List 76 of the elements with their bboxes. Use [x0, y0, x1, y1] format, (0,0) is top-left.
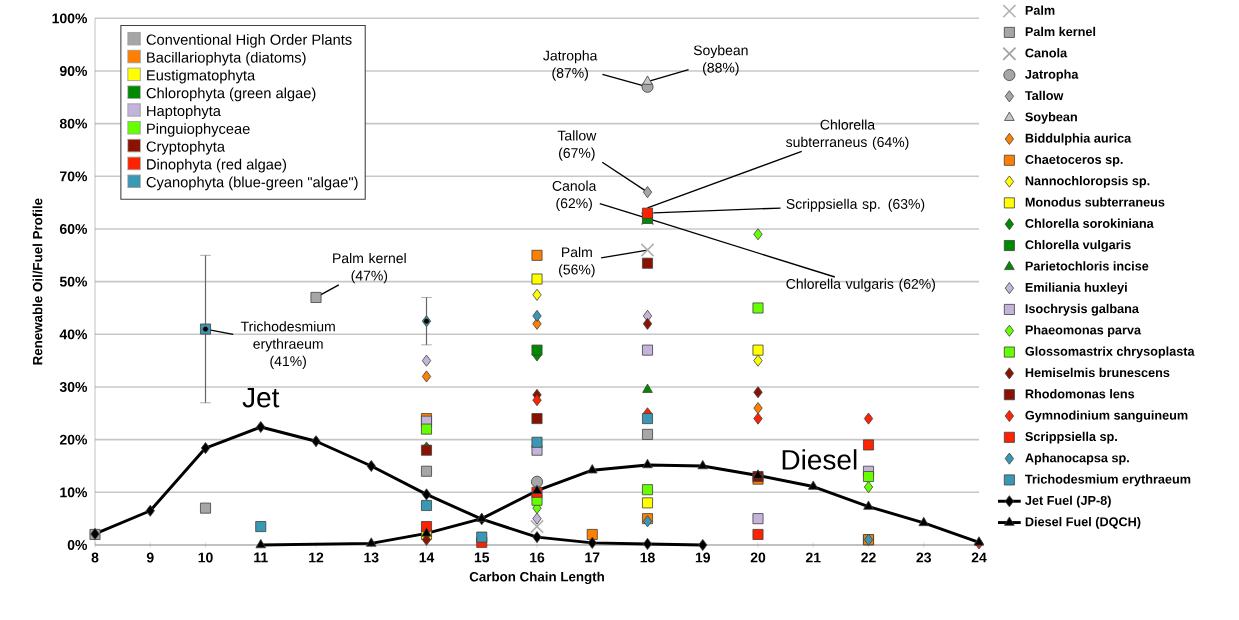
- legend-label: Jatropha: [1025, 69, 1079, 82]
- annotation: Scrippsiella sp. (63%): [786, 198, 925, 212]
- y-tick-label: 10%: [60, 487, 88, 498]
- y-tick-label: 20%: [59, 434, 88, 445]
- legend-label: Scrippsiella sp.: [1025, 431, 1117, 444]
- annotation: Tallow (67%): [557, 130, 597, 161]
- legend-label: Soybean: [1025, 112, 1077, 124]
- annotation: Canola (62%): [552, 180, 597, 211]
- legend-label: Canola: [1025, 48, 1068, 58]
- legend-label: Parietochloris incise: [1025, 261, 1149, 271]
- x-tick-label: 22: [861, 552, 876, 563]
- legend-label: Isochrysis galbana: [1025, 303, 1140, 316]
- x-tick-label: 11: [254, 552, 268, 563]
- legend-label: Gymnodinium sanguineum: [1025, 410, 1188, 423]
- y-tick-label: 70%: [60, 171, 88, 182]
- y-tick-label: 80%: [59, 118, 88, 129]
- y-tick-label: 0%: [67, 540, 88, 550]
- annotation: Trichodesmium erythraeum (41%): [240, 321, 335, 369]
- x-tick-label: 18: [640, 552, 655, 563]
- x-tick-label: 24: [971, 552, 987, 563]
- legend-label: Biddulphia aurica: [1025, 133, 1132, 146]
- x-tick-label: 13: [364, 552, 379, 563]
- legend-label: Dinophyta (red algae): [147, 158, 287, 173]
- annotation: Jet: [242, 387, 280, 408]
- x-tick-label: 14: [419, 552, 435, 563]
- x-tick-label: 19: [695, 552, 711, 563]
- x-tick-label: 20: [750, 552, 766, 563]
- y-tick-label: 90%: [59, 66, 88, 76]
- legend-label: Nannochloropsis sp.: [1025, 175, 1150, 188]
- legend-label: Glossomastrix chrysoplasta: [1025, 346, 1195, 359]
- y-tick-label: 40%: [59, 329, 88, 340]
- y-tick-label: 100%: [52, 13, 88, 24]
- legend-label: Jet Fuel (JP-8): [1025, 495, 1111, 508]
- x-tick-label: 10: [198, 552, 213, 563]
- annotation: Palm kernel (47%): [333, 252, 406, 284]
- y-tick-label: 60%: [59, 224, 88, 234]
- legend-label: Phaeomonas parva: [1025, 325, 1142, 337]
- annotation: Soybean (88%): [693, 45, 748, 76]
- legend-label: Haptophyta: [147, 105, 221, 120]
- x-tick-label: 12: [309, 552, 324, 563]
- legend-label: Trichodesmium erythraeum: [1025, 474, 1191, 487]
- annotation: Palm (56%): [559, 246, 595, 278]
- x-tick-label: 17: [585, 552, 600, 563]
- legend-label: Palm kernel: [1025, 26, 1096, 37]
- legend-label: Eustigmatophyta: [147, 69, 256, 84]
- x-tick-label: 15: [474, 552, 490, 563]
- x-tick-label: 21: [805, 552, 821, 563]
- legend-label: Tallow: [1025, 90, 1064, 101]
- legend-label: Aphanocapsa sp.: [1025, 453, 1129, 465]
- y-axis-title: Renewable Oil/Fuel Profile: [32, 198, 43, 365]
- annotation: Diesel: [782, 449, 857, 470]
- legend-label: Palm: [1025, 5, 1055, 15]
- legend-label: Diesel Fuel (DQCH): [1025, 516, 1141, 529]
- y-tick-label: 50%: [59, 276, 88, 287]
- legend-label: Chlorella sorokiniana: [1025, 218, 1154, 228]
- annotation: Chlorella subterraneus (64%): [786, 119, 909, 150]
- legend-label: Cyanophyta (blue-green "algae"): [146, 176, 358, 191]
- annotation: Jatropha (87%): [543, 50, 598, 81]
- legend-label: Bacillariophyta (diatoms): [147, 51, 306, 66]
- annotation: Chlorella vulgaris (62%): [786, 278, 935, 292]
- legend-label: Chlorella vulgaris: [1025, 239, 1131, 252]
- x-tick-label: 8: [91, 552, 99, 563]
- legend-label: Conventional High Order Plants: [146, 34, 352, 48]
- x-tick-label: 16: [530, 552, 545, 563]
- legend-label: Hemiselmis brunescens: [1025, 367, 1170, 378]
- legend-label: Monodus subterraneus: [1025, 197, 1165, 207]
- legend-label: Chlorophyta (green algae): [146, 87, 316, 102]
- legend-label: Cryptophyta: [146, 140, 226, 155]
- legend-label: Pinguiophyceae: [147, 123, 250, 137]
- x-tick-label: 23: [916, 552, 932, 563]
- x-axis-title: Carbon Chain Length: [469, 571, 604, 585]
- y-tick-label: 30%: [59, 382, 88, 392]
- legend-label: Chaetoceros sp.: [1025, 154, 1123, 167]
- legend-label: Emiliania huxleyi: [1025, 282, 1127, 295]
- legend-label: Rhodomonas lens: [1025, 389, 1135, 399]
- x-tick-label: 9: [146, 552, 154, 563]
